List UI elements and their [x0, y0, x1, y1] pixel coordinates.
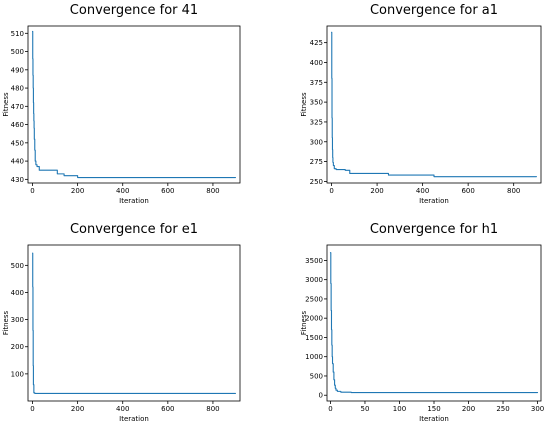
- chart-4-y-tick-label: 3000: [305, 276, 323, 284]
- chart-2-y-tick-label: 250: [310, 178, 323, 186]
- chart-4-x-tick-label: 200: [462, 405, 475, 413]
- chart-1-y-tick-label: 510: [11, 30, 24, 38]
- chart-1-y-tick-label: 500: [11, 48, 24, 56]
- chart-4-y-tick-label: 1500: [305, 334, 323, 342]
- chart-1-x-tick-label: 600: [161, 187, 174, 195]
- chart-2-x-tick-label: 600: [461, 187, 474, 195]
- chart-1-x-axis-label: Iteration: [119, 197, 149, 205]
- chart-3-x-tick-label: 400: [116, 405, 129, 413]
- chart-1-axes-frame: [27, 25, 241, 184]
- chart-1-y-tick-label: 440: [11, 158, 24, 166]
- chart-2-x-tick-label: 200: [370, 187, 383, 195]
- chart-4-x-tick-label: 300: [531, 405, 544, 413]
- chart-1-x-tick-label: 0: [30, 187, 34, 195]
- chart-2-axes-frame: [326, 25, 542, 184]
- chart-3-y-tick-label: 400: [11, 289, 24, 297]
- chart-2-y-tick-label: 425: [310, 39, 323, 47]
- chart-3-x-axis-label: Iteration: [119, 415, 149, 423]
- chart-3-x-tick-label: 0: [30, 405, 34, 413]
- chart-4-y-tick-label: 2500: [305, 295, 323, 303]
- chart-4-x-tick-label: 0: [328, 405, 332, 413]
- chart-4-x-tick-label: 250: [496, 405, 509, 413]
- chart-3-y-tick-label: 200: [11, 343, 24, 351]
- chart-2-title: Convergence for a1: [370, 3, 498, 18]
- chart-4-series-line: [329, 252, 539, 394]
- chart-3-axes-frame: [27, 244, 241, 402]
- chart-4-x-tick-label: 150: [427, 405, 440, 413]
- chart-3-x-tick-label: 800: [206, 405, 219, 413]
- chart-4-x-tick-label: 50: [361, 405, 370, 413]
- chart-3-y-axis-label: Fitness: [2, 311, 10, 336]
- chart-4-y-tick-label: 0: [319, 392, 323, 400]
- chart-4-y-tick-label: 3500: [305, 257, 323, 265]
- chart-2-y-tick-label: 275: [310, 158, 323, 166]
- chart-1-x-tick-label: 800: [206, 187, 219, 195]
- chart-2-x-tick-label: 400: [416, 187, 429, 195]
- chart-2-y-axis-label: Fitness: [300, 92, 308, 117]
- chart-1-title: Convergence for 41: [70, 3, 198, 18]
- chart-4-y-tick-label: 1000: [305, 353, 323, 361]
- chart-3-title: Convergence for e1: [70, 222, 198, 237]
- chart-4-title: Convergence for h1: [370, 222, 498, 237]
- chart-2-x-tick-label: 800: [507, 187, 520, 195]
- chart-1-y-axis-label: Fitness: [2, 92, 10, 117]
- chart-1-x-tick-label: 200: [71, 187, 84, 195]
- chart-3-x-tick-label: 200: [71, 405, 84, 413]
- chart-2-y-tick-label: 350: [310, 99, 323, 107]
- chart-2-x-axis-label: Iteration: [419, 197, 449, 205]
- chart-2-y-tick-label: 375: [310, 79, 323, 87]
- chart-3-x-tick-label: 600: [161, 405, 174, 413]
- chart-2-y-tick-label: 325: [310, 118, 323, 126]
- chart-1-y-tick-label: 490: [11, 66, 24, 74]
- chart-1-series-line: [31, 30, 237, 179]
- chart-3-y-tick-label: 500: [11, 262, 24, 270]
- chart-2-y-tick-label: 300: [310, 138, 323, 146]
- chart-1-y-tick-label: 450: [11, 139, 24, 147]
- chart-2-y-tick-label: 400: [310, 59, 323, 67]
- chart-4-y-tick-label: 500: [310, 372, 323, 380]
- chart-1-y-tick-label: 480: [11, 85, 24, 93]
- chart-1-y-tick-label: 470: [11, 103, 24, 111]
- chart-1-y-tick-label: 460: [11, 121, 24, 129]
- chart-3-series-line: [31, 252, 237, 394]
- chart-3-y-tick-label: 100: [11, 370, 24, 378]
- chart-4-y-tick-label: 2000: [305, 315, 323, 323]
- chart-4-x-tick-label: 100: [393, 405, 406, 413]
- chart-1-x-tick-label: 400: [116, 187, 129, 195]
- chart-4-axes-frame: [326, 244, 542, 402]
- chart-2-series-line: [330, 31, 538, 178]
- chart-4-y-axis-label: Fitness: [300, 311, 308, 336]
- chart-1-y-tick-label: 430: [11, 176, 24, 184]
- chart-4-x-axis-label: Iteration: [419, 415, 449, 423]
- chart-3-y-tick-label: 300: [11, 316, 24, 324]
- chart-2-x-tick-label: 0: [329, 187, 333, 195]
